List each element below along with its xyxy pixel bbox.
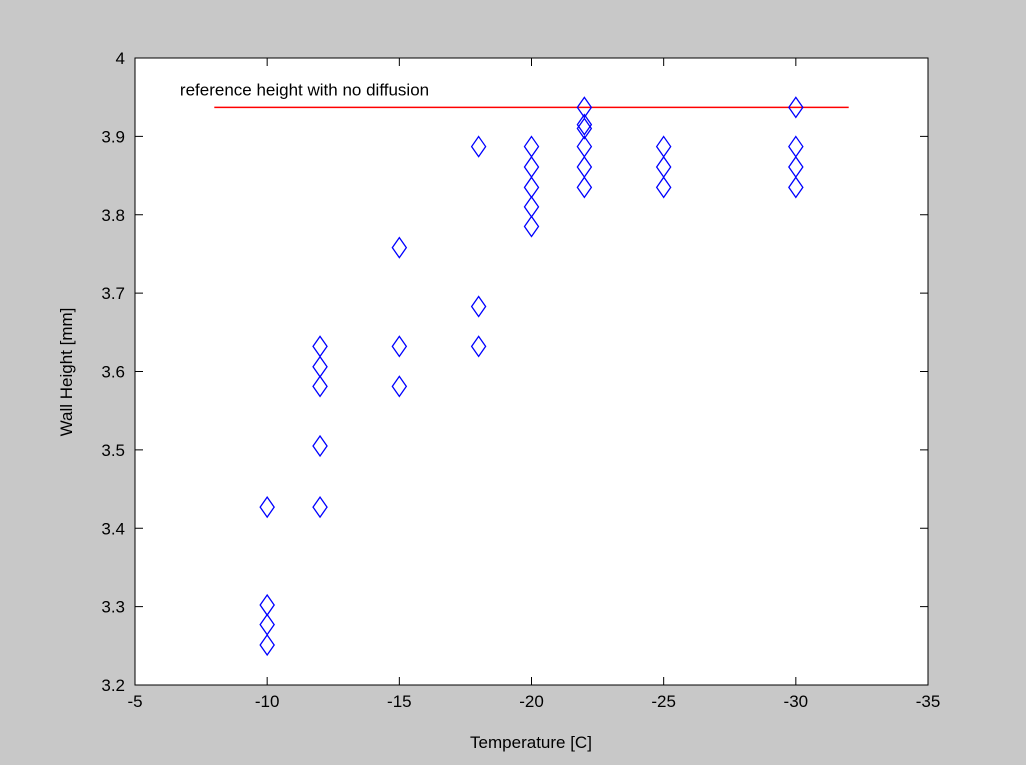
x-tick-label: -10 <box>255 692 280 711</box>
y-tick-label: 3.9 <box>101 127 125 146</box>
x-tick-label: -20 <box>519 692 544 711</box>
y-tick-label: 3.4 <box>101 519 125 538</box>
data-point-diamond <box>312 375 328 398</box>
data-point-diamond <box>470 135 487 158</box>
y-tick-label: 3.8 <box>101 206 125 225</box>
data-point-diamond <box>576 117 593 140</box>
y-tick-label: 3.6 <box>101 363 125 382</box>
data-point-diamond <box>391 236 408 259</box>
data-point-diamond <box>788 96 804 119</box>
data-point-diamond <box>259 633 275 657</box>
data-point-diamond <box>576 176 593 199</box>
annotations-layer: reference height with no diffusion <box>180 81 429 100</box>
x-tick-label: -15 <box>387 692 412 711</box>
y-axis-ticks: 3.2 3.3 3.4 3.5 3.6 3.7 3.8 3.9 4 <box>101 49 928 695</box>
x-tick-label: -30 <box>784 692 809 711</box>
y-tick-label: 4 <box>116 49 125 68</box>
x-axis-label: Temperature [C] <box>470 733 592 752</box>
data-point-diamond <box>391 375 408 398</box>
data-point-diamond <box>470 295 487 318</box>
data-points-layer <box>259 96 804 657</box>
data-point-diamond <box>788 176 804 199</box>
x-axis-ticks: -5 -10 -15 -20 -25 -30 -35 <box>127 58 940 711</box>
y-tick-label: 3.3 <box>101 598 125 617</box>
x-tick-label: -5 <box>127 692 142 711</box>
x-tick-label: -35 <box>916 692 941 711</box>
data-point-diamond <box>655 176 672 199</box>
x-tick-label: -25 <box>651 692 676 711</box>
data-point-diamond <box>576 96 593 119</box>
data-point-diamond <box>312 495 328 519</box>
data-point-diamond <box>576 113 593 136</box>
y-tick-label: 3.2 <box>101 676 125 695</box>
data-point-diamond <box>523 215 540 238</box>
y-tick-label: 3.7 <box>101 284 125 303</box>
data-point-diamond <box>391 335 408 358</box>
reference-line-annotation: reference height with no diffusion <box>180 81 429 100</box>
y-axis-label: Wall Height [mm] <box>57 308 76 437</box>
plot-area <box>135 58 928 685</box>
y-tick-label: 3.5 <box>101 441 125 460</box>
data-point-diamond <box>259 495 275 519</box>
data-point-diamond <box>470 335 487 358</box>
data-point-diamond <box>312 434 328 458</box>
